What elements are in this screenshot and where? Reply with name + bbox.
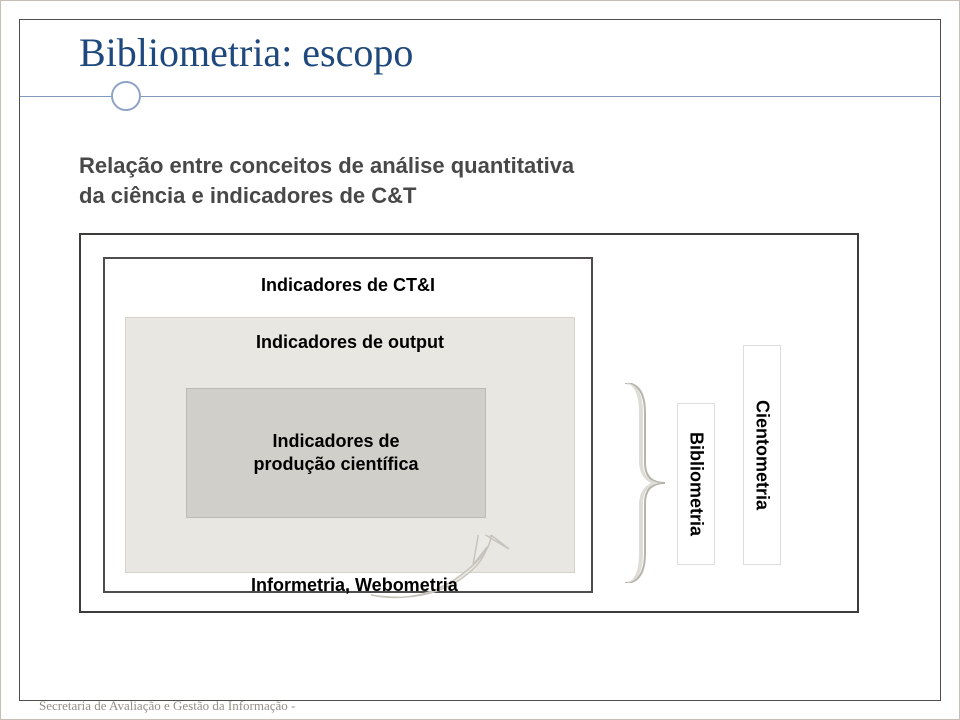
tag-bibliometria: Bibliometria — [677, 403, 715, 565]
tag-cientometria: Cientometria — [743, 345, 781, 565]
slide-title: Bibliometria: escopo — [79, 29, 413, 76]
diagram-outer-box: Indicadores de CT&I Indicadores de outpu… — [79, 233, 859, 613]
footer-text: Secretaria de Avaliação e Gestão da Info… — [39, 699, 295, 713]
bracket-icon — [621, 383, 665, 583]
slide-subtitle: Relação entre conceitos de análise quant… — [79, 151, 574, 210]
subtitle-line-1: Relação entre conceitos de análise quant… — [79, 153, 574, 178]
box-producao-line2: produção científica — [253, 454, 418, 474]
subtitle-line-2: da ciência e indicadores de C&T — [79, 183, 416, 208]
label-informetria-webometria: Informetria, Webometria — [251, 575, 458, 596]
title-marker-circle — [111, 81, 141, 111]
slide: Bibliometria: escopo Relação entre conce… — [0, 0, 960, 720]
box-indicadores-cti-label: Indicadores de CT&I — [105, 259, 591, 296]
box-indicadores-output-label: Indicadores de output — [126, 318, 574, 353]
title-rule — [20, 96, 940, 97]
box-producao-cientifica: Indicadores de produção científica — [186, 388, 486, 518]
box-producao-line1: Indicadores de — [272, 431, 399, 451]
